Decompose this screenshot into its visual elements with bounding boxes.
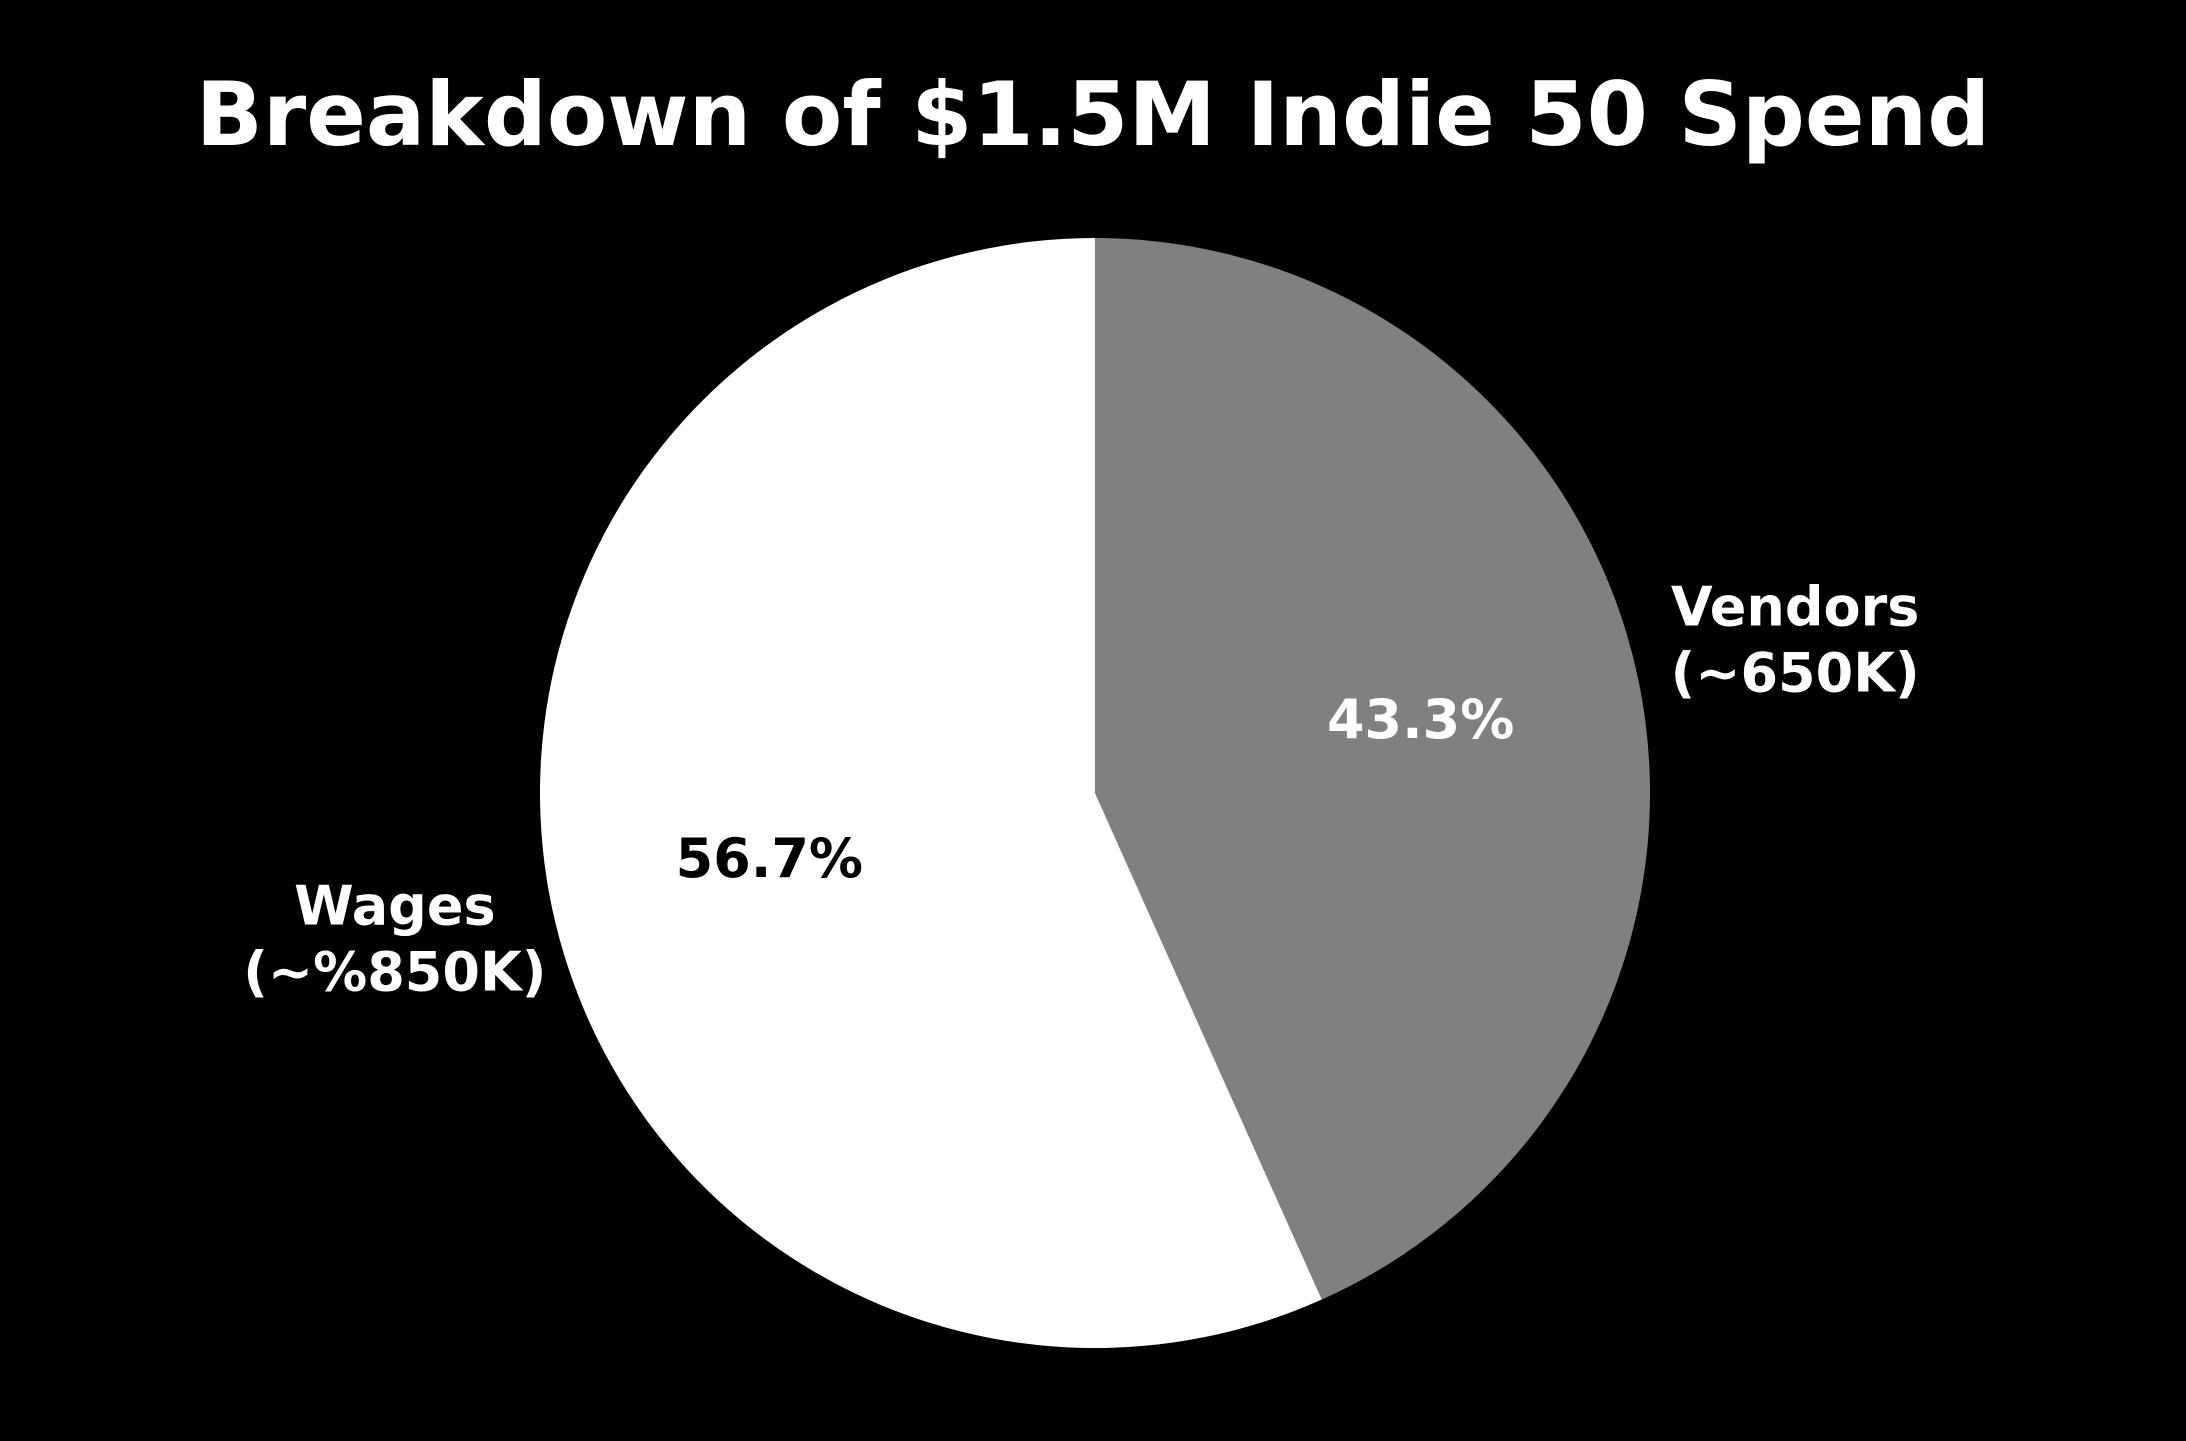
pie-slices: [540, 238, 1651, 1348]
category-label-amount: (~%850K): [243, 940, 546, 1003]
category-label-amount: (~650K): [1671, 641, 1920, 704]
pie-slice-wages: [540, 238, 1322, 1348]
category-label-vendors: Vendors (~650K): [1671, 575, 1920, 704]
percent-label-wages: 56.7%: [676, 827, 863, 890]
pie-labels: 43.3% Vendors (~650K) 56.7% Wages (~%850K): [243, 575, 1920, 1003]
category-label-wages: Wages (~%850K): [243, 874, 546, 1003]
category-label-name: Wages: [294, 874, 496, 937]
category-label-name: Vendors: [1671, 575, 1919, 638]
pie-slice-vendors: [1095, 238, 1651, 1300]
chart-title: Breakdown of $1.5M Indie 50 Spend: [196, 63, 1990, 166]
percent-label-vendors: 43.3%: [1327, 688, 1514, 751]
